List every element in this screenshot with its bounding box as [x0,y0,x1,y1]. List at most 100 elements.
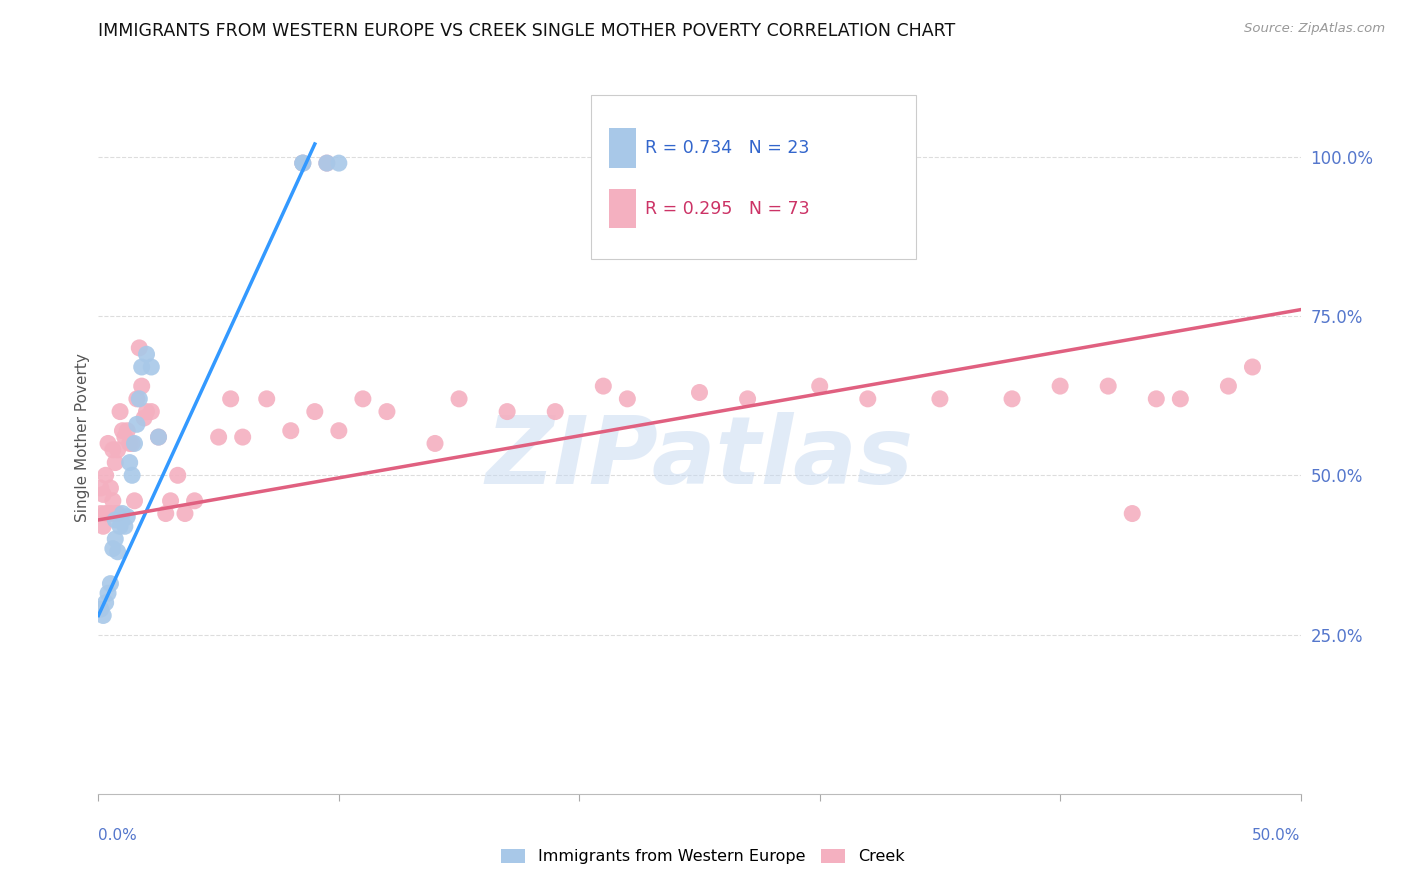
FancyBboxPatch shape [592,95,915,259]
Point [108,404,131,418]
Point [121,436,143,450]
Point [280,424,302,438]
Point [124,493,146,508]
Point [135,404,157,418]
Point [101,541,124,556]
Point [100,507,122,521]
Point [328,156,350,170]
Point [1001,392,1024,406]
Point [131,359,153,374]
Point [592,379,614,393]
Text: 0.0%: 0.0% [98,829,138,843]
Point [256,392,278,406]
Point [124,436,146,450]
Point [159,493,181,508]
Point [125,392,148,406]
Point [148,430,170,444]
Point [304,404,326,418]
Point [148,430,170,444]
Point [291,156,314,170]
Text: R = 0.734   N = 23: R = 0.734 N = 23 [645,139,810,157]
Point [100,481,122,495]
Point [352,392,374,406]
Point [141,359,163,374]
Point [114,430,136,444]
Point [616,392,638,406]
Text: IMMIGRANTS FROM WESTERN EUROPE VS CREEK SINGLE MOTHER POVERTY CORRELATION CHART: IMMIGRANTS FROM WESTERN EUROPE VS CREEK … [98,22,956,40]
Point [183,493,205,508]
Point [108,519,131,533]
Bar [609,128,636,168]
Point [121,468,143,483]
Point [101,493,124,508]
Text: 50.0%: 50.0% [1253,829,1301,843]
Point [808,379,831,393]
Point [104,456,127,470]
Point [118,436,141,450]
Point [132,411,155,425]
Bar [609,189,636,228]
Point [328,424,350,438]
Point [107,507,129,521]
Point [375,404,398,418]
Point [97,436,120,450]
Point [114,519,136,533]
Point [94,468,117,483]
Point [118,456,141,470]
Point [315,156,337,170]
Point [291,156,314,170]
Point [101,442,124,457]
Point [135,347,157,361]
Point [91,487,114,501]
Point [91,608,114,623]
Point [107,442,129,457]
Point [689,385,711,400]
Point [128,392,150,406]
Point [91,519,114,533]
Point [1170,392,1192,406]
Point [496,404,519,418]
Point [97,586,120,600]
Point [90,602,112,616]
Text: ZIPatlas: ZIPatlas [485,412,914,505]
Point [856,392,879,406]
Point [94,596,117,610]
Point [315,156,337,170]
Point [100,576,122,591]
Point [1144,392,1167,406]
Point [141,404,163,418]
Point [104,507,127,521]
Point [125,417,148,432]
Point [94,507,117,521]
Point [166,468,188,483]
Point [117,424,139,438]
Point [104,513,127,527]
Point [107,545,129,559]
Point [111,424,134,438]
Point [1241,359,1264,374]
Point [1218,379,1240,393]
Point [90,481,112,495]
Point [174,507,197,521]
Y-axis label: Single Mother Poverty: Single Mother Poverty [75,352,90,522]
Point [117,509,139,524]
Point [155,507,177,521]
Text: R = 0.295   N = 73: R = 0.295 N = 73 [645,200,810,218]
Point [219,392,242,406]
Point [291,156,314,170]
Point [544,404,567,418]
Point [928,392,950,406]
Legend: Immigrants from Western Europe, Creek: Immigrants from Western Europe, Creek [495,842,911,871]
Point [1121,507,1143,521]
Point [1049,379,1071,393]
Point [131,379,153,393]
Text: Source: ZipAtlas.com: Source: ZipAtlas.com [1244,22,1385,36]
Point [1097,379,1119,393]
Point [208,430,231,444]
Point [104,532,127,546]
Point [447,392,470,406]
Point [423,436,446,450]
Point [737,392,759,406]
Point [97,507,120,521]
Point [232,430,254,444]
